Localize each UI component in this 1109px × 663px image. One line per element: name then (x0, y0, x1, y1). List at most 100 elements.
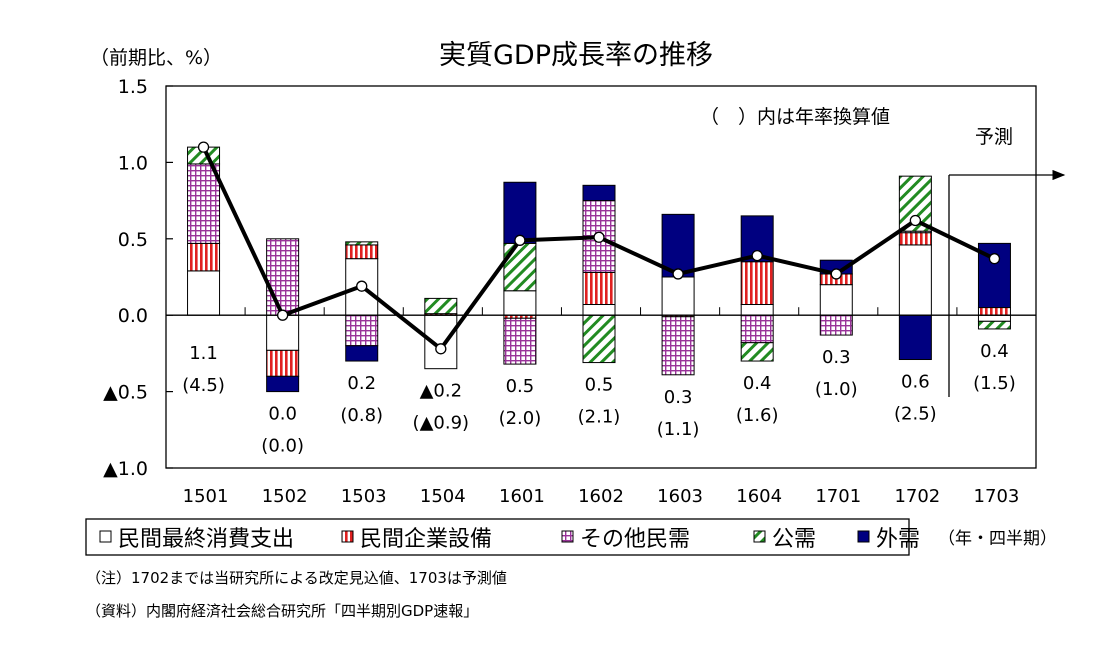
bar-segment-consumption (819, 284, 853, 316)
legend-label-consumption: 民間最終消費支出 (118, 527, 294, 552)
gdp-point (514, 234, 526, 246)
growth-value-label: 0.2 (347, 373, 376, 394)
plot-area (165, 85, 1037, 469)
legend-swatch-other_private (561, 530, 574, 543)
annualized-value-label: (2.1) (578, 407, 621, 428)
bar-segment-other_private (661, 316, 695, 376)
growth-value-label: 0.3 (822, 347, 851, 368)
bar-segment-external (582, 184, 616, 202)
value-labels: 1.1 (4.5) 0.0 (0.0) 0.2 (0.8) ▲0.2 (▲0.9) 0.5 (2.… (182, 341, 1016, 457)
growth-value-label: 0.4 (743, 373, 772, 394)
bar-segment-consumption (661, 276, 695, 316)
bar-segment-consumption (977, 314, 1011, 322)
legend-label-external: 外需 (876, 527, 920, 552)
bar-segment-public (424, 297, 458, 315)
legend-label-investment: 民間企業設備 (360, 527, 492, 552)
y-tick-label: 0.0 (118, 305, 148, 327)
bar-segment-investment (898, 232, 932, 246)
source-note: （資料）内閣府経済社会総合研究所「四半期別GDP速報」 (86, 602, 479, 620)
x-tick-label: 1502 (262, 486, 308, 507)
gdp-point (909, 214, 922, 227)
growth-value-label: 0.5 (585, 375, 614, 396)
bar-group-1702 (898, 175, 932, 361)
legend-swatch-public (753, 530, 766, 543)
gdp-line-series (197, 141, 1001, 355)
annualized-value-label: (4.5) (182, 375, 225, 396)
bar-segment-investment (582, 271, 616, 306)
bar-segment-other_private (266, 238, 300, 316)
growth-value-label: 1.1 (189, 343, 218, 364)
legend-items: 民間最終消費支出 民間企業設備 その他民需 公需 外需 (99, 527, 920, 552)
annualized-note: （ ）内は年率換算値 (700, 106, 890, 128)
bar-segment-other_private (187, 163, 221, 244)
growth-value-label: 0.0 (268, 404, 297, 425)
bar-group-1604 (740, 215, 774, 362)
gdp-point (197, 141, 210, 153)
y-tick-label: 1.0 (118, 152, 148, 174)
legend-swatch-investment (341, 530, 354, 543)
annualized-value-label: (1.1) (657, 419, 700, 440)
bar-group-1503 (345, 241, 379, 362)
x-tick-label: 1703 (974, 486, 1020, 507)
annualized-value-label: (0.0) (261, 436, 304, 457)
bar-segment-public (503, 242, 537, 292)
bar-segment-consumption (266, 314, 300, 351)
bar-segment-public (977, 320, 1011, 330)
annualized-value-label: (2.0) (499, 408, 542, 429)
x-tick-label: 1702 (894, 486, 940, 507)
bar-segment-external (345, 345, 379, 362)
x-tick-label: 1503 (341, 486, 387, 507)
growth-value-label: 0.5 (506, 376, 535, 397)
x-tick-label: 1504 (420, 486, 466, 507)
growth-value-label: 0.3 (664, 387, 693, 408)
x-tick-label: 1602 (578, 486, 624, 507)
chart-title: 実質GDP成長率の推移 (439, 40, 713, 71)
legend-label-other_private: その他民需 (580, 527, 690, 552)
gdp-point (276, 309, 289, 321)
x-tick-label: 1701 (815, 486, 861, 507)
bar-segment-consumption (898, 244, 932, 316)
gdp-point (751, 249, 763, 262)
annualized-value-label: (1.5) (973, 373, 1016, 394)
bar-group-1602 (582, 184, 616, 364)
x-tick-label: 1604 (736, 486, 782, 507)
stacked-bars (187, 146, 1011, 393)
growth-value-label: 0.6 (901, 372, 930, 393)
bar-segment-investment (740, 261, 774, 306)
bar-segment-consumption (503, 290, 537, 316)
bar-group-1501 (187, 146, 221, 316)
bar-group-1601 (503, 181, 537, 365)
legend-swatch-consumption (99, 530, 112, 543)
gdp-point (988, 253, 1001, 265)
legend-swatch-external (857, 530, 870, 543)
y-tick-label: 1.5 (118, 76, 148, 98)
gdp-point (672, 268, 684, 280)
annualized-value-label: (0.8) (340, 405, 383, 426)
bar-segment-public (740, 342, 774, 362)
gdp-point (593, 231, 605, 243)
bar-segment-other_private (819, 314, 853, 336)
bar-segment-external (898, 314, 932, 361)
bar-segment-public (582, 314, 616, 364)
annualized-value-label: (▲0.9) (413, 413, 470, 434)
bar-segment-investment (977, 307, 1011, 316)
bar-segment-investment (187, 242, 221, 272)
bar-segment-investment (266, 349, 300, 377)
bar-segment-other_private (740, 314, 774, 344)
y-axis-unit-label: （前期比、%） (90, 47, 222, 69)
bar-segment-investment (345, 244, 379, 260)
bar-segment-other_private (503, 317, 537, 365)
growth-value-label: 0.4 (980, 341, 1009, 362)
bar-segment-external (266, 375, 300, 393)
growth-value-label: ▲0.2 (420, 381, 462, 402)
gdp-point (356, 280, 368, 292)
footnote: （注）1702までは当研究所による改定見込値、1703は予測値 (86, 569, 507, 587)
forecast-label: 予測 (975, 126, 1013, 148)
x-axis-unit-label: （年・四半期） (938, 529, 1057, 549)
bar-segment-public (345, 241, 379, 246)
x-axis-labels: 1501 1502 1503 1504 1601 1602 1603 1604 1701 1702… (183, 486, 1020, 507)
legend-label-public: 公需 (772, 527, 816, 552)
bar-segment-consumption (740, 304, 774, 316)
x-tick-label: 1601 (499, 486, 545, 507)
